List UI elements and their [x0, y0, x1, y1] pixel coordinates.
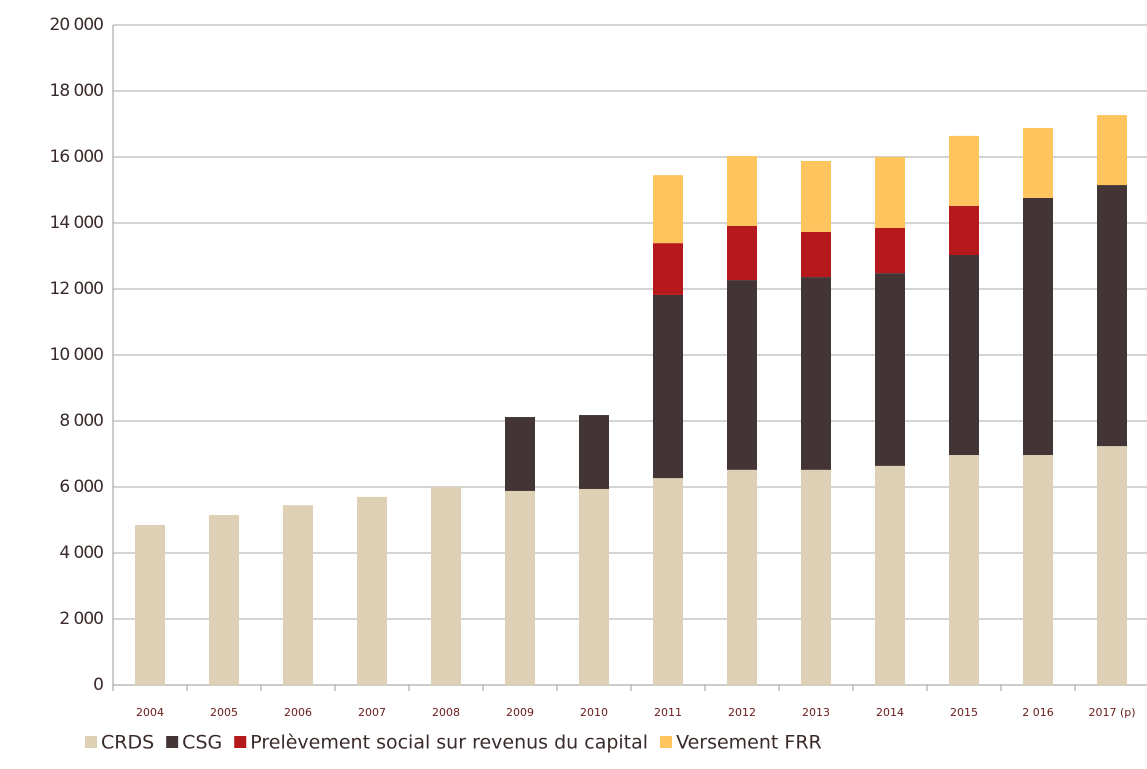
x-tick-label: 2012: [728, 706, 756, 719]
x-tick-label: 2006: [284, 706, 312, 719]
bar-segment: [653, 478, 683, 685]
bar-segment: [505, 417, 535, 491]
bar-segment: [579, 415, 609, 489]
bar-segment: [727, 469, 757, 685]
y-tick-label: 6 000: [59, 477, 103, 497]
y-tick-label: 0: [93, 675, 103, 695]
legend-label: CRDS: [101, 732, 154, 754]
x-tick-label: 2011: [654, 706, 682, 719]
bar-segment: [875, 465, 905, 685]
legend-swatch: [85, 736, 97, 748]
bar-segment: [653, 243, 683, 295]
bar-segment: [135, 524, 165, 685]
x-tick-label: 2005: [210, 706, 238, 719]
bar-segment: [1097, 115, 1127, 186]
bar-segment: [505, 490, 535, 685]
y-tick-label: 12 000: [50, 279, 104, 299]
bar-segment: [949, 454, 979, 685]
x-tick-label: 2007: [358, 706, 386, 719]
bar-segment: [875, 273, 905, 466]
bar-segment: [949, 205, 979, 256]
bar-segment: [579, 488, 609, 685]
bar-segment: [1023, 127, 1053, 198]
bar-segment: [283, 505, 313, 685]
x-tick-label: 2013: [802, 706, 830, 719]
legend-swatch: [660, 736, 673, 748]
y-tick-label: 16 000: [50, 147, 104, 167]
bar-segment: [727, 225, 757, 281]
x-tick-label: 2008: [432, 706, 460, 719]
bar-segment: [801, 277, 831, 470]
bar-segment: [949, 255, 979, 455]
y-tick-label: 8 000: [59, 411, 103, 431]
x-tick-label: 2009: [506, 706, 534, 719]
x-tick-label: 2 016: [1022, 706, 1054, 719]
bar-segment: [801, 469, 831, 685]
y-tick-label: 4 000: [59, 543, 103, 563]
y-tick-label: 18 000: [50, 81, 104, 101]
bar-segment: [727, 280, 757, 470]
x-tick-label: 2015: [950, 706, 978, 719]
bar-segment: [801, 160, 831, 232]
bar-segment: [875, 227, 905, 274]
legend-label: Versement FRR: [676, 732, 822, 754]
y-tick-label: 20 000: [50, 15, 104, 35]
bar-segment: [653, 294, 683, 479]
bar-segment: [431, 487, 461, 685]
bar-segment: [801, 231, 831, 278]
legend-swatch: [234, 736, 247, 748]
legend-label: CSG: [182, 732, 222, 754]
x-tick-label: 2017 (p): [1088, 706, 1135, 719]
bar-segment: [1097, 185, 1127, 447]
legend-label: Prelèvement social sur revenus du capita…: [250, 732, 648, 754]
y-tick-label: 2 000: [59, 609, 103, 629]
bar-segment: [727, 156, 757, 226]
bar-segment: [209, 515, 239, 685]
legend-swatch: [166, 736, 179, 748]
x-tick-label: 2010: [580, 706, 608, 719]
bar-segment: [1097, 446, 1127, 685]
bar-segment: [357, 496, 387, 685]
x-tick-label: 2004: [136, 706, 164, 719]
bar-segment: [653, 175, 683, 244]
bar-segment: [875, 157, 905, 228]
bar-segment: [1023, 454, 1053, 685]
bar-segment: [949, 135, 979, 206]
y-tick-label: 14 000: [50, 213, 104, 233]
x-tick-label: 2014: [876, 706, 904, 719]
bar-segment: [1023, 197, 1053, 455]
y-tick-label: 10 000: [50, 345, 104, 365]
